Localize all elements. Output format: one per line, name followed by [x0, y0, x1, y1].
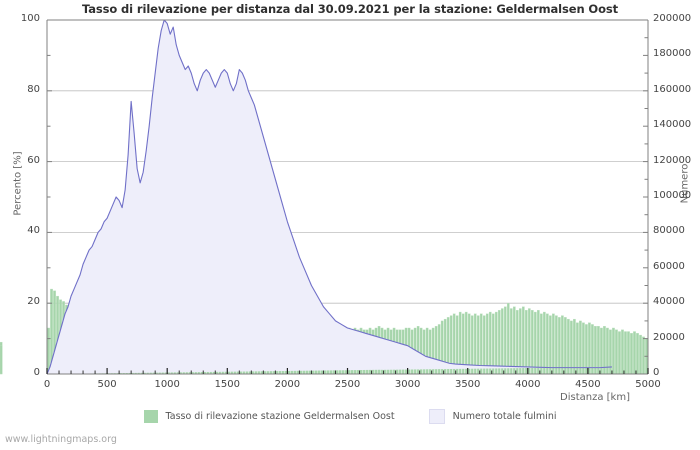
y-tick-right-140000: 140000: [653, 119, 692, 131]
x-tick-2500: 2500: [334, 379, 361, 390]
area-series-line: [46, 19, 612, 375]
x-tick-500: 500: [97, 379, 117, 390]
legend-item-detection-rate: Tasso di rilevazione stazione Geldermals…: [143, 410, 395, 423]
page-title: Tasso di rilevazione per distanza dal 30…: [81, 2, 619, 16]
y-tick-right-20000: 20000: [653, 331, 685, 343]
y-tick-right-120000: 120000: [653, 154, 692, 166]
y-tick-right-80000: 80000: [653, 225, 685, 237]
x-tick-3500: 3500: [454, 379, 481, 390]
x-tick-0: 0: [43, 379, 51, 390]
x-tick-1000: 1000: [154, 379, 180, 390]
y-tick-left-60: 60: [27, 154, 40, 166]
x-tick-5000: 5000: [635, 379, 661, 390]
legend-label-detection-rate: Tasso di rilevazione stazione Geldermals…: [165, 411, 395, 422]
y-tick-right-160000: 160000: [653, 83, 692, 95]
x-tick-3000: 3000: [394, 379, 421, 390]
legend-swatch-area: [428, 409, 445, 424]
y-tick-right-180000: 180000: [653, 48, 692, 60]
y-tick-right-200000: 200000: [653, 13, 692, 24]
watermark: www.lightningmaps.org: [5, 434, 117, 445]
y-tick-right-100000: 100000: [653, 190, 692, 201]
y-tick-left-40: 40: [27, 225, 40, 237]
y-tick-left-0: 0: [33, 367, 40, 378]
x-tick-4000: 4000: [515, 379, 541, 390]
x-tick-1500: 1500: [214, 379, 241, 390]
y-tick-right-0: 0: [653, 367, 660, 378]
legend-label-total-strokes: Numero totale fulmini: [452, 411, 557, 422]
legend-item-total-strokes: Numero totale fulmini: [428, 409, 557, 424]
area-series-fill: [47, 20, 612, 374]
y-tick-right-60000: 60000: [653, 260, 685, 272]
y-tick-right-40000: 40000: [653, 296, 685, 308]
y-tick-left-100: 100: [20, 13, 40, 24]
y-tick-left-80: 80: [27, 83, 40, 95]
chart-legend: Tasso di rilevazione stazione Geldermals…: [0, 409, 700, 424]
y-tick-left-20: 20: [27, 296, 40, 308]
x-tick-4500: 4500: [575, 379, 601, 390]
legend-swatch-bar: [143, 410, 158, 423]
x-axis-title: Distanza [km]: [560, 392, 630, 403]
x-tick-2000: 2000: [274, 379, 301, 390]
